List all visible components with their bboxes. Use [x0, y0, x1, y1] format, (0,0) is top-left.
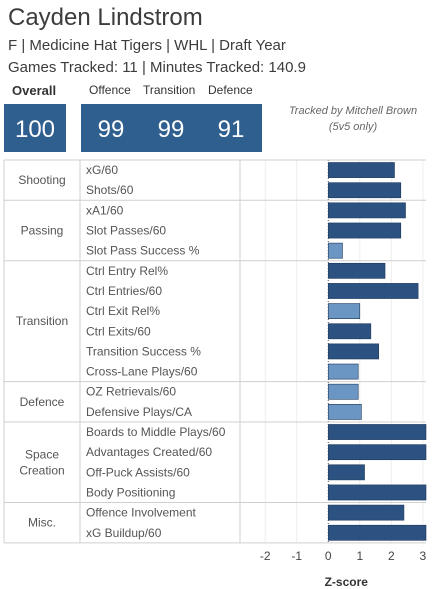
bar: [327, 343, 380, 360]
metric-label: Slot Passes/60: [86, 224, 166, 238]
offence-label: Offence: [89, 83, 131, 97]
group-label: Shooting: [18, 173, 65, 187]
metric-label: Body Positioning: [86, 485, 175, 499]
x-tick-label: 3: [420, 549, 427, 563]
metric-label: Ctrl Exits/60: [86, 324, 151, 338]
overall-score: 100: [14, 116, 56, 143]
player-subtitle: F | Medicine Hat Tigers | WHL | Draft Ye…: [8, 37, 286, 54]
bar: [327, 303, 361, 320]
metric-label: Ctrl Entry Rel%: [86, 264, 168, 278]
tracker-note-line1: Tracked by Mitchell Brown: [288, 105, 418, 117]
x-tick-label: 0: [325, 549, 332, 563]
bar: [327, 424, 427, 440]
transition-label: Transition: [143, 83, 196, 97]
metric-label: xA1/60: [86, 203, 124, 217]
metric-label: Advantages Created/60: [86, 445, 212, 459]
bar: [327, 363, 359, 380]
group-label: Defence: [20, 395, 65, 409]
bar: [327, 242, 343, 259]
metric-label: Offence Involvement: [86, 506, 197, 520]
overall-score-box: 100: [4, 104, 66, 152]
tracker-note-line2: (5v5 only): [328, 121, 378, 133]
metric-label: Ctrl Entries/60: [86, 284, 162, 298]
bar: [327, 444, 427, 461]
bar: [327, 504, 405, 521]
x-tick-label: 2: [388, 549, 395, 563]
group-label: Creation: [19, 463, 64, 477]
bar: [327, 323, 372, 340]
metric-label: Defensive Plays/CA: [86, 405, 192, 419]
x-tick-label: 1: [356, 549, 363, 563]
transition-score: 99: [157, 116, 185, 143]
group-label: Transition: [16, 314, 68, 328]
bar: [327, 202, 406, 219]
bar: [327, 383, 359, 400]
defence-score: 91: [217, 116, 245, 143]
metric-label: xG/60: [86, 163, 118, 177]
bar: [327, 222, 402, 239]
offence-score: 99: [97, 116, 125, 143]
bar: [327, 162, 395, 178]
x-axis-title: Z-score: [325, 575, 369, 589]
player-name: Cayden Lindstrom: [8, 4, 203, 31]
bar: [327, 262, 386, 279]
group-label: Passing: [21, 224, 64, 238]
defence-label: Defence: [208, 83, 253, 97]
bar: [327, 404, 362, 420]
overall-label: Overall: [12, 83, 57, 98]
x-tick-label: -2: [260, 549, 271, 563]
metric-label: Cross-Lane Plays/60: [86, 365, 198, 379]
group-label: Misc.: [28, 516, 56, 530]
bar: [327, 464, 365, 481]
metric-label: Boards to Middle Plays/60: [86, 425, 226, 439]
metric-label: Slot Pass Success %: [86, 244, 200, 258]
metric-label: Ctrl Exit Rel%: [86, 304, 160, 318]
bar: [327, 524, 427, 541]
x-tick-label: -1: [291, 549, 302, 563]
metric-label: Off-Puck Assists/60: [86, 465, 190, 479]
bar: [327, 182, 402, 199]
tracker-note: Tracked by Mitchell Brown (5v5 only): [270, 103, 436, 135]
group-label: Space: [25, 447, 59, 461]
metric-label: Shots/60: [86, 183, 134, 197]
metric-label: xG Buildup/60: [86, 526, 162, 540]
bar: [327, 484, 427, 501]
category-score-box: 99 99 91: [81, 104, 262, 152]
bar: [327, 283, 419, 299]
zscore-bar-chart: Shooting xG/60 Shots/60 Passing xA1/60 Slot P…: [3, 159, 427, 589]
metric-label: OZ Retrievals/60: [86, 385, 176, 399]
metric-label: Transition Success %: [86, 344, 201, 358]
tracking-summary: Games Tracked: 11 | Minutes Tracked: 140…: [8, 59, 306, 76]
